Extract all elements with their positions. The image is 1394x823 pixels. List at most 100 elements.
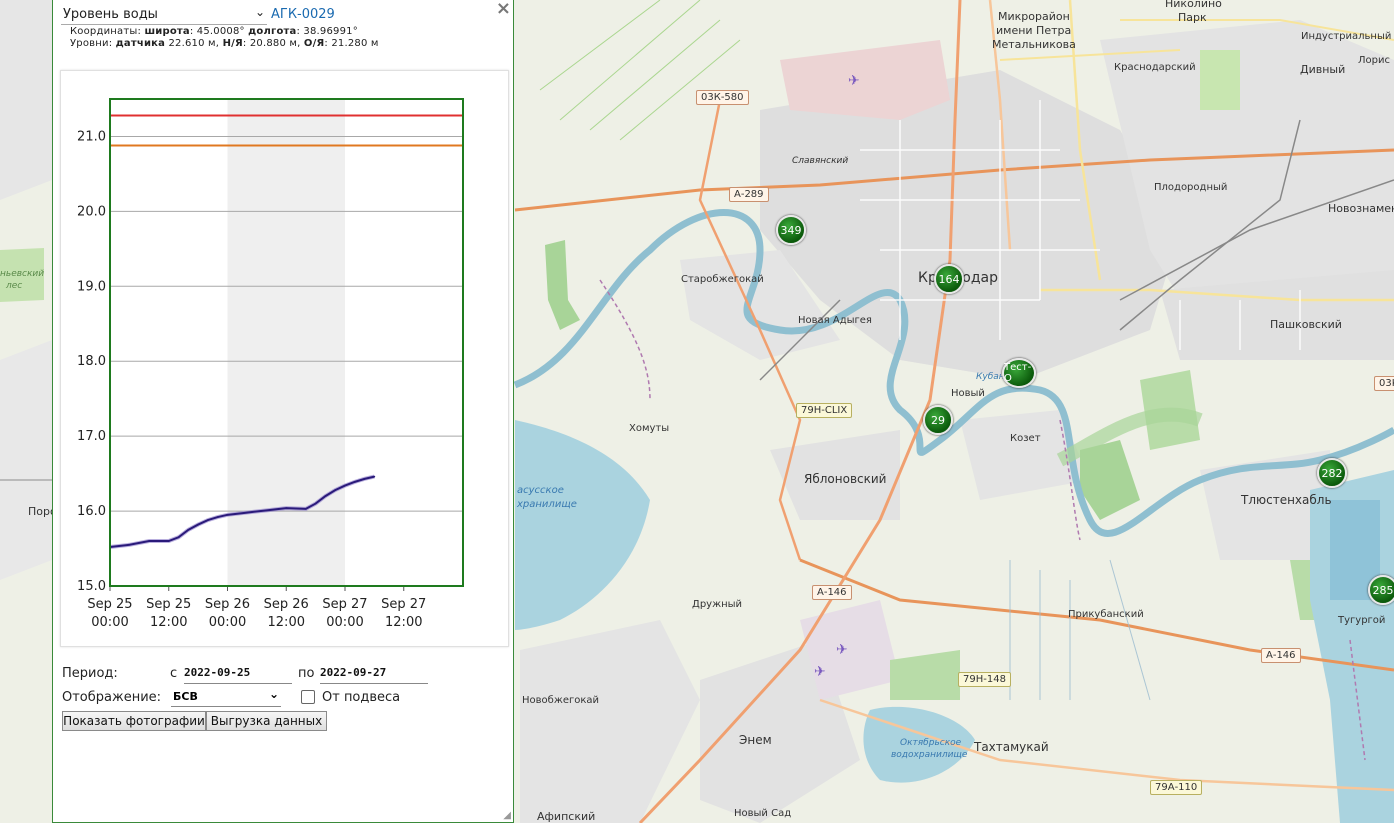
x-tick-label: Sep 27 bbox=[322, 597, 367, 612]
map-label: Дружный bbox=[692, 599, 743, 610]
map-label: Тахтамукай bbox=[974, 740, 1049, 754]
x-tick-label: Sep 25 bbox=[87, 597, 132, 612]
map-label: Яблоновский bbox=[804, 472, 887, 486]
lat-value: : 45.0008° bbox=[189, 26, 245, 37]
data-point bbox=[285, 507, 288, 509]
y-tick-label: 19.0 bbox=[77, 279, 106, 294]
map-label: Афипский bbox=[537, 810, 596, 823]
x-tick-label: 00:00 bbox=[326, 615, 363, 630]
to-label: по bbox=[298, 666, 315, 681]
shaded-band bbox=[227, 99, 345, 586]
parameter-select-value: Уровень воды bbox=[63, 7, 158, 22]
y-tick-label: 21.0 bbox=[77, 129, 106, 144]
x-tick-label: 12:00 bbox=[385, 615, 422, 630]
sensor-value: 22.610 м, bbox=[165, 38, 220, 49]
date-to-input[interactable]: 2022-09-27 bbox=[320, 666, 428, 684]
map-label: Тугургой bbox=[1338, 615, 1386, 626]
data-point bbox=[177, 536, 180, 539]
map-label: Новобжегокай bbox=[522, 695, 600, 706]
y-tick-label: 20.0 bbox=[77, 204, 106, 219]
map-label: Энем bbox=[739, 733, 772, 747]
x-tick-label: Sep 25 bbox=[146, 597, 191, 612]
map-label: Новый bbox=[951, 388, 985, 399]
export-data-button[interactable]: Выгрузка данных bbox=[206, 711, 327, 731]
map-label: водохранилище bbox=[891, 750, 968, 760]
map-label: Метальникова bbox=[992, 38, 1076, 51]
map-label: хранилище bbox=[517, 499, 577, 510]
road-shield: 79Н-148 bbox=[958, 672, 1011, 687]
from-label: с bbox=[170, 666, 178, 681]
lon-value: : 38.96991° bbox=[296, 26, 358, 37]
map-label: Лорис bbox=[1358, 55, 1390, 66]
data-point bbox=[314, 502, 317, 505]
map-label: Новая Адыгея bbox=[798, 315, 872, 326]
data-point bbox=[148, 540, 150, 542]
data-point bbox=[216, 516, 219, 518]
station-marker[interactable]: 282 bbox=[1317, 458, 1347, 488]
station-marker[interactable]: 285 bbox=[1368, 575, 1394, 605]
x-tick-label: Sep 27 bbox=[381, 597, 426, 612]
parameter-select[interactable]: Уровень воды ⌄ bbox=[61, 5, 267, 25]
lat-label: широта bbox=[144, 26, 190, 37]
map-label: Новознамен bbox=[1328, 202, 1394, 215]
map-label: Козет bbox=[1010, 433, 1041, 444]
data-point bbox=[187, 529, 190, 531]
x-tick-label: 00:00 bbox=[91, 615, 128, 630]
plot-frame bbox=[109, 98, 464, 587]
water-level-chart: 15.0 16.0 17.0 18.0 19.0 20.0 21.0 Sep 25 00:00 S… bbox=[60, 70, 509, 647]
map-label: Старобжегокай bbox=[681, 274, 764, 285]
y-tick-label: 16.0 bbox=[77, 504, 106, 519]
display-mode-select[interactable]: БСВ ⌄ bbox=[171, 687, 281, 707]
map-label: Пашковский bbox=[1270, 318, 1342, 331]
sensor-label: датчика bbox=[115, 38, 166, 49]
road-shield: А-289 bbox=[729, 187, 769, 202]
airport-icon: ✈ bbox=[848, 73, 860, 89]
map-label: асусское bbox=[517, 485, 564, 496]
y-tick-label: 18.0 bbox=[77, 354, 106, 369]
road-shield: А-146 bbox=[812, 585, 852, 600]
close-icon[interactable]: × bbox=[495, 0, 511, 19]
map-label: лес bbox=[6, 281, 23, 291]
from-hang-checkbox[interactable] bbox=[301, 690, 315, 704]
data-point bbox=[363, 478, 366, 480]
road-shield: А-146 bbox=[1261, 648, 1301, 663]
coords-prefix: Координаты: bbox=[70, 26, 142, 37]
display-mode-value: БСВ bbox=[173, 690, 198, 703]
data-point bbox=[305, 508, 307, 510]
ny-value: : 20.880 м, bbox=[242, 38, 301, 49]
resize-handle-icon[interactable]: ◢ bbox=[503, 810, 511, 821]
map-label: Тлюстенхабль bbox=[1241, 493, 1332, 507]
map-label: Славянский bbox=[792, 156, 849, 166]
station-id-link[interactable]: АГК-0029 bbox=[271, 7, 335, 22]
data-point bbox=[226, 514, 229, 516]
station-popup: × Уровень воды ⌄ АГК-0029 Координаты: ши… bbox=[52, 0, 514, 823]
road-shield: 03К bbox=[1374, 376, 1394, 391]
x-tick-label: 12:00 bbox=[268, 615, 305, 630]
road-shield: 79А-110 bbox=[1150, 780, 1203, 795]
road-shield: 03К-580 bbox=[696, 90, 749, 105]
date-from-input[interactable]: 2022-09-25 bbox=[184, 666, 292, 684]
station-marker[interactable]: 29 bbox=[923, 405, 953, 435]
map-label: Октябрьское bbox=[900, 738, 962, 748]
data-point bbox=[373, 475, 376, 478]
x-tick-label: 12:00 bbox=[150, 615, 187, 630]
data-point bbox=[324, 495, 327, 497]
show-photos-button[interactable]: Показать фотографии bbox=[62, 711, 206, 731]
station-marker[interactable]: Тест-О bbox=[1002, 358, 1036, 388]
station-marker[interactable]: 349 bbox=[776, 215, 806, 245]
oy-value: : 21.280 м bbox=[324, 38, 379, 49]
station-marker[interactable]: 164 bbox=[934, 264, 964, 294]
chevron-down-icon: ⌄ bbox=[254, 5, 265, 19]
x-tick-label: 00:00 bbox=[209, 615, 246, 630]
lon-label: долгота bbox=[248, 26, 297, 37]
map-label: Индустриальный bbox=[1301, 31, 1392, 42]
levels-line: Уровни: датчика 22.610 м, Н/Я: 20.880 м,… bbox=[70, 38, 379, 49]
map-label: Николино bbox=[1165, 0, 1222, 10]
x-tick-label: Sep 26 bbox=[264, 597, 309, 612]
from-hang-label: От подвеса bbox=[322, 690, 401, 705]
map-label: Краснодарский bbox=[1114, 62, 1196, 73]
svg-text:✈: ✈ bbox=[836, 642, 848, 658]
chevron-down-icon: ⌄ bbox=[268, 687, 279, 701]
